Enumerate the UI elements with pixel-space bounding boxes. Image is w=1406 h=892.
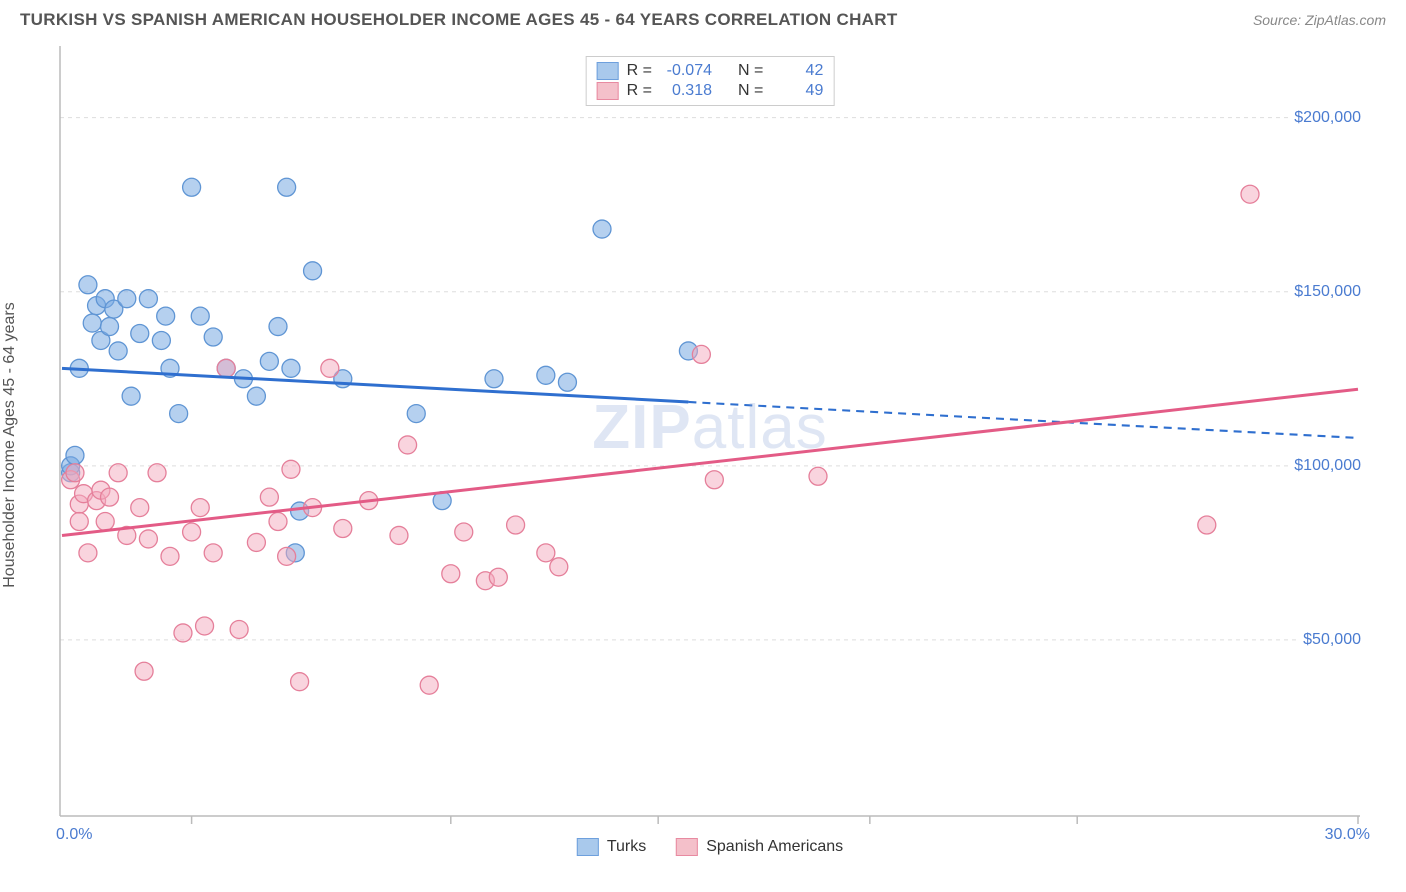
legend-item: Turks <box>577 838 646 856</box>
legend-swatch <box>577 838 599 856</box>
legend-item: Spanish Americans <box>676 838 843 856</box>
legend-row: R = 0.318 N = 49 <box>597 81 824 101</box>
legend-swatch <box>676 838 698 856</box>
n-value: 42 <box>771 62 823 80</box>
legend-label: Turks <box>607 838 646 856</box>
series-legend: Turks Spanish Americans <box>577 838 843 856</box>
correlation-legend: R = -0.074 N = 42 R = 0.318 N = 49 <box>586 56 835 106</box>
r-value: -0.074 <box>660 62 712 80</box>
legend-swatch <box>597 62 619 80</box>
y-tick-label: $50,000 <box>1300 631 1364 649</box>
legend-swatch <box>597 82 619 100</box>
r-label: R = <box>627 62 652 80</box>
scatter-plot: ZIPatlas R =-0.074N =42R =0.318N =49 $50… <box>60 46 1360 816</box>
chart-container: Householder Income Ages 45 - 64 years ZI… <box>18 40 1388 850</box>
x-axis-max-label: 30.0% <box>1325 826 1370 844</box>
chart-title: TURKISH VS SPANISH AMERICAN HOUSEHOLDER … <box>20 10 898 30</box>
source-attribution: Source: ZipAtlas.com <box>1253 12 1386 28</box>
r-value: 0.318 <box>660 82 712 100</box>
y-tick-label: $200,000 <box>1291 109 1364 127</box>
y-axis-label: Householder Income Ages 45 - 64 years <box>1 302 19 588</box>
n-value: 49 <box>771 82 823 100</box>
y-tick-label: $150,000 <box>1291 283 1364 301</box>
n-label: N = <box>738 82 763 100</box>
legend-label: Spanish Americans <box>706 838 843 856</box>
y-tick-label: $100,000 <box>1291 457 1364 475</box>
legend-row: R = -0.074 N = 42 <box>597 61 824 81</box>
n-label: N = <box>738 62 763 80</box>
r-label: R = <box>627 82 652 100</box>
x-axis-min-label: 0.0% <box>56 826 92 844</box>
